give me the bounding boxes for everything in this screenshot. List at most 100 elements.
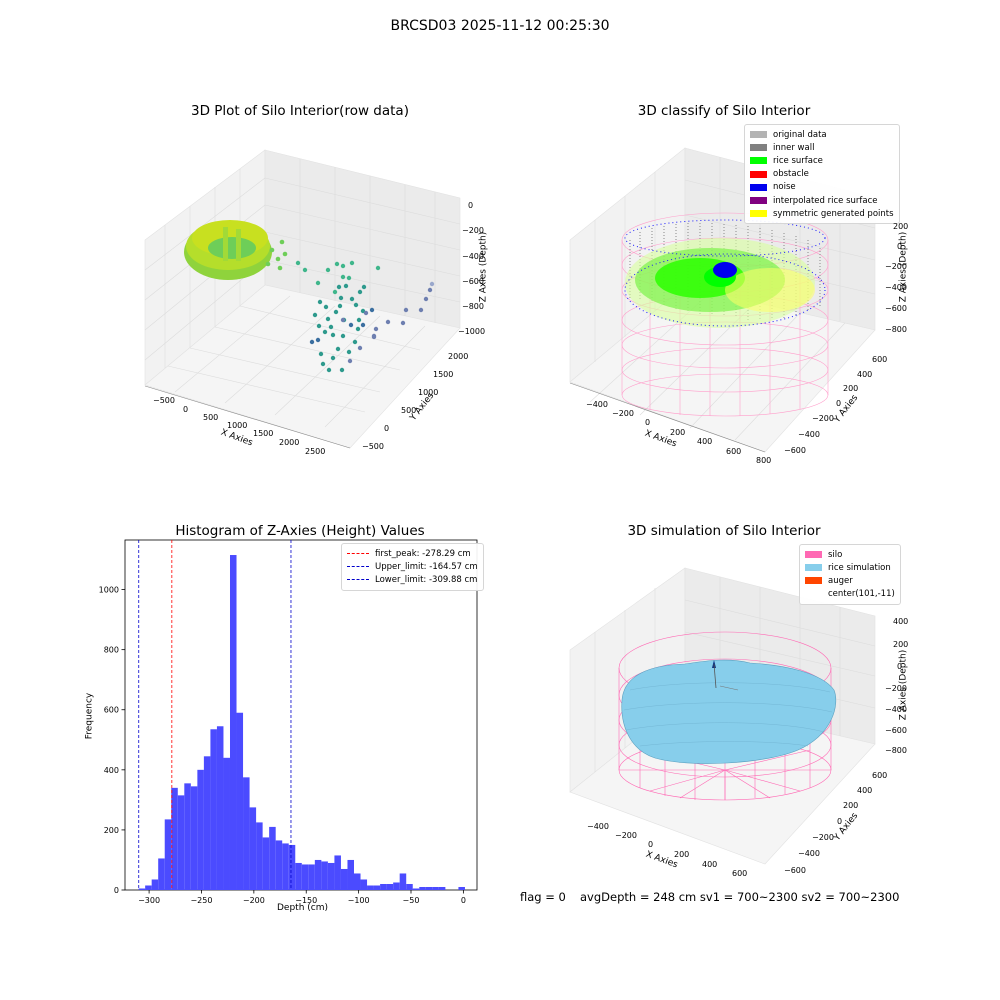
raw-ztick: −800 xyxy=(462,302,484,311)
histogram-xlabel: Depth (cm) xyxy=(277,903,329,913)
simulation-ytick: 400 xyxy=(857,786,873,795)
legend-item: obstacle xyxy=(750,168,894,181)
histogram-ytick-label: 400 xyxy=(104,766,119,775)
legend-swatch xyxy=(805,564,822,572)
simulation-ytick: −600 xyxy=(784,866,806,875)
raw-xtick: 0 xyxy=(183,405,189,414)
histogram-bar xyxy=(269,826,276,890)
simulation-ytick: 0 xyxy=(837,817,843,826)
histogram-bar xyxy=(236,712,244,890)
histogram-bar xyxy=(229,555,237,890)
histogram-bar xyxy=(340,868,348,890)
histogram-bar xyxy=(321,861,328,890)
histogram-bar xyxy=(184,783,191,890)
legend-label: obstacle xyxy=(773,169,809,180)
histogram-bar xyxy=(190,786,198,890)
legend-label: Upper_limit: -164.57 cm xyxy=(375,561,478,572)
simulation-3d-plot xyxy=(569,567,876,865)
simulation-legend: silo rice simulation auger center(101,-1… xyxy=(799,544,901,605)
simulation-zlabel: Z Axies (Depth) xyxy=(898,649,909,721)
legend-label: auger xyxy=(828,575,853,586)
histogram-bar xyxy=(386,883,394,890)
legend-swatch xyxy=(750,131,767,139)
classify-ytick: 200 xyxy=(843,384,859,393)
histogram-bar xyxy=(164,819,172,890)
histogram-bar xyxy=(282,843,289,890)
raw-xtick: 2000 xyxy=(279,438,300,447)
histogram-ytick-label: 200 xyxy=(104,826,119,835)
raw-ytick: 500 xyxy=(401,406,417,415)
histogram-bar xyxy=(353,873,361,890)
legend-label: rice surface xyxy=(773,155,823,166)
histogram-bar xyxy=(438,886,446,890)
classify-ztick: 200 xyxy=(893,222,909,231)
classify-xtick: 600 xyxy=(726,447,742,456)
histogram-bar xyxy=(314,859,322,890)
histogram-bar xyxy=(367,885,374,890)
legend-item: rice simulation xyxy=(805,561,895,574)
legend-label: symmetric generated points xyxy=(773,208,894,219)
simulation-ztick: −400 xyxy=(885,705,907,714)
histogram-ytick-label: 1000 xyxy=(99,586,119,595)
legend-item: noise xyxy=(750,181,894,194)
legend-item: Upper_limit: -164.57 cm xyxy=(347,560,478,573)
legend-item: silo xyxy=(805,548,895,561)
histogram-xtick-label: −100 xyxy=(348,896,370,905)
histogram-xtick-label: −250 xyxy=(190,896,212,905)
raw-ztick: −400 xyxy=(462,252,484,261)
legend-swatch xyxy=(805,551,822,559)
histogram-bar xyxy=(171,787,178,890)
classify-xtick: 200 xyxy=(670,428,686,437)
histogram-bar xyxy=(308,864,315,890)
legend-label: noise xyxy=(773,182,796,193)
histogram-xtick-label: −50 xyxy=(403,896,420,905)
histogram-bar xyxy=(406,883,413,890)
histogram-bar xyxy=(145,885,152,890)
histogram-bar xyxy=(432,886,439,890)
histogram-bar xyxy=(360,879,368,890)
classify-plot-title: 3D classify of Silo Interior xyxy=(637,103,811,119)
raw-xtick: 1500 xyxy=(253,429,274,438)
legend-item: original data xyxy=(750,128,894,141)
histogram-bar xyxy=(138,888,146,890)
raw-ztick: −600 xyxy=(462,277,484,286)
legend-item: rice surface xyxy=(750,154,894,167)
histogram-bar xyxy=(210,729,217,890)
simulation-xtick: −200 xyxy=(615,831,637,840)
histogram-bar xyxy=(203,756,211,890)
legend-item: auger xyxy=(805,574,895,587)
legend-item: symmetric generated points xyxy=(750,207,894,220)
histogram-bar xyxy=(275,840,283,890)
histogram-bar xyxy=(262,837,270,890)
legend-label: center(101,-11) xyxy=(828,589,895,600)
histogram-bar xyxy=(373,885,381,890)
legend-swatch xyxy=(750,210,767,218)
classify-ytick: −400 xyxy=(798,430,820,439)
legend-line xyxy=(347,553,369,555)
simulation-xtick: 600 xyxy=(732,869,748,878)
simulation-ytick: 600 xyxy=(872,771,888,780)
legend-label: silo xyxy=(828,549,843,560)
legend-line xyxy=(347,579,369,581)
legend-swatch xyxy=(750,197,767,205)
legend-swatch xyxy=(750,183,767,191)
legend-label: inner wall xyxy=(773,142,815,153)
raw-ytick: 1000 xyxy=(418,388,439,397)
raw-ytick: −500 xyxy=(362,442,384,451)
raw-ztick: −200 xyxy=(462,226,484,235)
classify-ztick: −200 xyxy=(885,262,907,271)
classify-ytick: 400 xyxy=(857,370,873,379)
legend-swatch xyxy=(750,144,767,152)
legend-item: Lower_limit: -309.88 cm xyxy=(347,573,478,586)
classify-ytick: 0 xyxy=(836,399,842,408)
histogram-bar xyxy=(223,757,230,890)
legend-swatch xyxy=(750,170,767,178)
flag-status: flag = 0 xyxy=(520,890,566,904)
histogram-bar xyxy=(399,873,407,890)
legend-swatch xyxy=(805,577,822,585)
classify-xtick: −400 xyxy=(586,400,608,409)
histogram-bar xyxy=(197,769,204,890)
raw-ztick: −1000 xyxy=(458,327,486,336)
histogram-bar xyxy=(393,882,400,890)
simulation-xtick: 0 xyxy=(648,840,654,849)
